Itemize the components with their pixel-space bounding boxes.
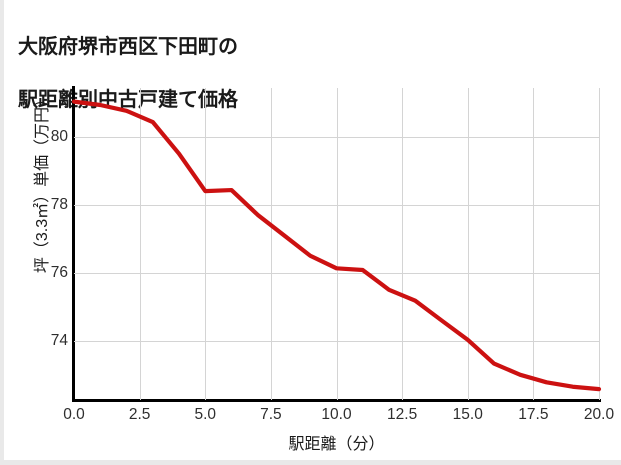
y-axis-tick-label: 78	[50, 196, 68, 214]
chart-title-line-1: 大阪府堺市西区下田町の	[18, 36, 238, 59]
y-axis-spine	[72, 86, 75, 402]
x-axis-tick-label: 7.5	[260, 406, 282, 423]
y-axis-tick-label: 76	[50, 264, 68, 282]
plot-area	[71, 88, 602, 400]
x-axis-tick-label: 2.5	[128, 406, 151, 423]
y-axis-tick-label: 74	[50, 332, 68, 350]
x-axis-tick-label: 0.0	[63, 406, 85, 423]
gridline-vertical	[336, 88, 338, 400]
gridline-horizontal	[74, 273, 599, 275]
gridline-horizontal	[74, 137, 599, 139]
gridline-horizontal	[74, 341, 599, 343]
x-axis-tick-label: 20.0	[583, 406, 615, 423]
x-axis-tick-label: 17.5	[518, 406, 549, 423]
x-axis-tick-label: 15.0	[452, 406, 483, 423]
gridline-vertical	[467, 88, 469, 400]
gridline-vertical	[599, 88, 600, 400]
x-axis-tick-label: 10.0	[321, 406, 352, 423]
gridline-horizontal	[74, 205, 599, 207]
x-axis-label: 駅距離（分）	[288, 436, 385, 453]
gridline-vertical	[205, 88, 207, 400]
x-axis-tick-label: 12.5	[387, 406, 418, 423]
y-axis-tick-label: 80	[50, 128, 68, 146]
line-series-svg	[71, 99, 602, 392]
x-axis-tick-labels: 0.0 2.5 5.0 7.5 10.0 12.5 15.0 17.5 20.0	[63, 406, 614, 428]
y-axis-label: 坪（3.3㎡）単価（万円）	[34, 90, 51, 274]
gridline-vertical	[270, 88, 272, 400]
gridline-vertical	[533, 88, 535, 400]
x-axis-tick-label: 5.0	[194, 406, 217, 423]
gridline-vertical	[402, 88, 404, 400]
price-line-series	[71, 99, 602, 392]
gridline-vertical	[139, 88, 141, 400]
y-axis-tick-labels: 74 76 78 80	[24, 88, 68, 400]
x-axis-spine	[72, 399, 601, 402]
